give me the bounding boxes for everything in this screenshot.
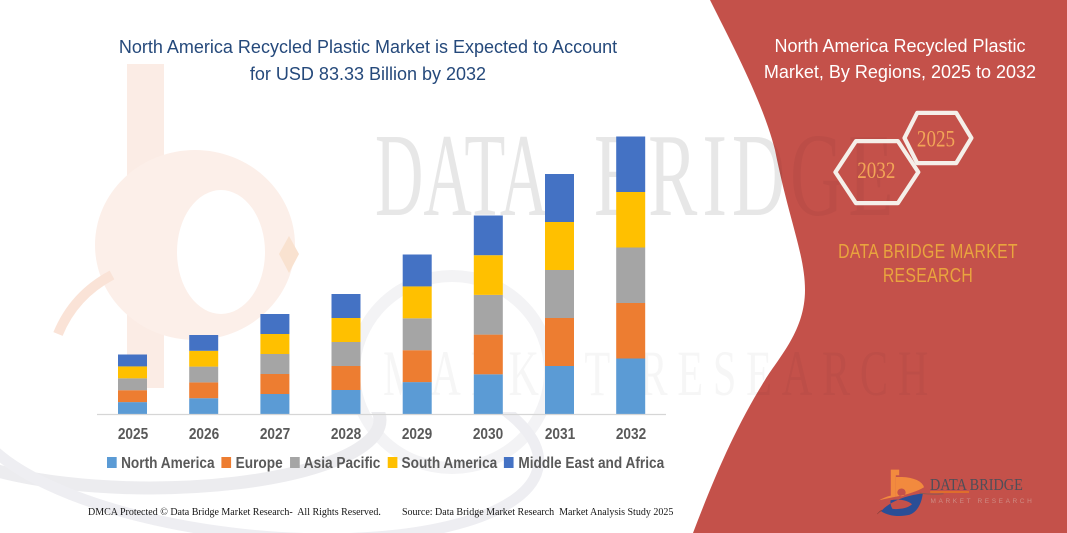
svg-text:DATA BRIDGE: DATA BRIDGE [930,476,1023,494]
svg-text:2032: 2032 [857,157,895,183]
svg-text:MARKET RESEARCH: MARKET RESEARCH [931,498,1035,505]
svg-text:2025: 2025 [917,126,955,152]
